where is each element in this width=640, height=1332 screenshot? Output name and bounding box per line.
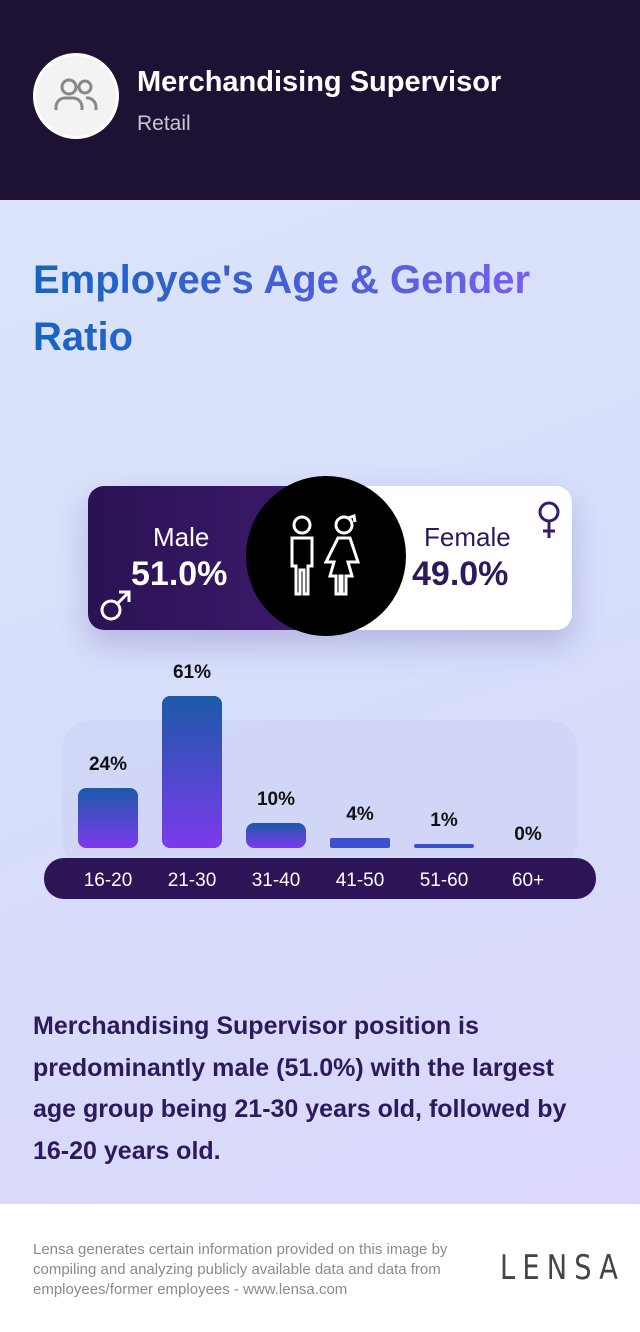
female-value: 49.0%	[412, 555, 509, 593]
data-label: 4%	[346, 804, 374, 826]
x-axis	[44, 858, 596, 899]
chart-background	[62, 720, 578, 870]
people-circle	[246, 476, 406, 636]
tick-label: 21-30	[167, 870, 217, 891]
tick-label: 16-20	[83, 870, 133, 891]
tick-label: 51-60	[419, 870, 469, 891]
male-symbol-icon	[100, 590, 131, 621]
industry: Retail	[137, 112, 191, 135]
summary-text: Merchandising Supervisor position is pre…	[33, 1012, 567, 1165]
tick-label: 60+	[511, 870, 545, 891]
disclaimer: Lensa generates certain information prov…	[33, 1241, 448, 1298]
header: Merchandising Supervisor Retail	[0, 0, 640, 200]
bar-16-20	[78, 788, 138, 848]
tick-label: 31-40	[251, 870, 301, 891]
data-label: 10%	[256, 789, 296, 811]
bar-31-40	[246, 823, 306, 848]
data-label: 1%	[430, 810, 458, 831]
male-label: Male	[153, 522, 210, 552]
job-title: Merchandising Supervisor	[137, 66, 502, 98]
avatar	[33, 53, 119, 139]
lensa-logo: LENSA	[500, 1248, 626, 1288]
bar-41-50	[330, 838, 390, 848]
data-label: 24%	[88, 754, 128, 776]
data-label: 0%	[514, 824, 542, 845]
male-value: 51.0%	[131, 555, 228, 593]
data-label: 61%	[172, 662, 212, 683]
man-woman-icon	[290, 514, 361, 596]
tick-label: 41-50	[335, 870, 385, 891]
bar-51-60	[414, 844, 474, 848]
female-label: Female	[424, 522, 511, 552]
page-title: Employee's Age & Gender Ratio	[33, 252, 613, 366]
bar-21-30	[162, 696, 222, 848]
female-symbol-icon	[538, 501, 560, 538]
footer	[0, 1204, 640, 1332]
users-icon	[54, 78, 98, 110]
